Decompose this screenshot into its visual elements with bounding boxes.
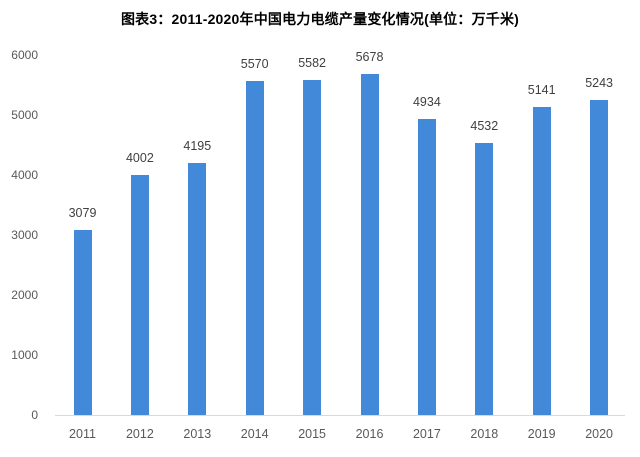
bar-value-label: 4934 (412, 94, 441, 109)
y-axis-tick-label: 0 (31, 407, 38, 422)
y-axis-tick-label: 4000 (11, 167, 38, 182)
y-axis-tick-label: 1000 (11, 347, 38, 362)
y-axis-tick-label: 2000 (11, 287, 38, 302)
x-axis-tick-label: 2020 (585, 427, 613, 441)
bar-value-label: 4195 (183, 139, 212, 154)
bar (73, 230, 92, 415)
bar (130, 174, 149, 415)
bar (360, 74, 379, 415)
x-axis-tick-label: 2011 (69, 427, 96, 441)
x-axis-tick-label: 2016 (355, 427, 384, 441)
y-axis-tick-label: 6000 (11, 47, 38, 62)
bar-value-label: 5141 (527, 82, 556, 97)
bar-value-label: 5582 (298, 56, 326, 71)
bar (188, 163, 207, 415)
bar-value-label: 5570 (240, 56, 269, 71)
x-axis-tick-label: 2013 (183, 427, 212, 441)
y-axis-tick-label: 3000 (11, 227, 38, 242)
x-axis-tick-label: 2019 (527, 427, 556, 441)
x-axis-tick-label: 2015 (298, 427, 326, 441)
chart-title: 图表3：2011-2020年中国电力电缆产量变化情况(单位：万千米) (120, 11, 520, 27)
bar (245, 80, 264, 415)
bar-value-label: 4532 (470, 119, 499, 134)
bar-value-label: 5678 (355, 50, 384, 65)
x-axis-tick-label: 2018 (470, 427, 499, 441)
bar-value-label: 5243 (585, 76, 613, 91)
x-axis-tick-label: 2017 (412, 427, 441, 441)
x-axis-line (55, 415, 625, 416)
bar (417, 118, 436, 415)
y-axis-tick-label: 5000 (11, 107, 38, 122)
bar (303, 80, 322, 415)
bar-value-label: 4002 (125, 150, 154, 165)
bar-value-label: 3079 (68, 206, 97, 221)
bar (475, 143, 494, 415)
x-axis-tick-label: 2012 (125, 427, 154, 441)
bar (532, 106, 551, 415)
x-axis-tick-label: 2014 (240, 427, 269, 441)
bar (590, 100, 609, 415)
